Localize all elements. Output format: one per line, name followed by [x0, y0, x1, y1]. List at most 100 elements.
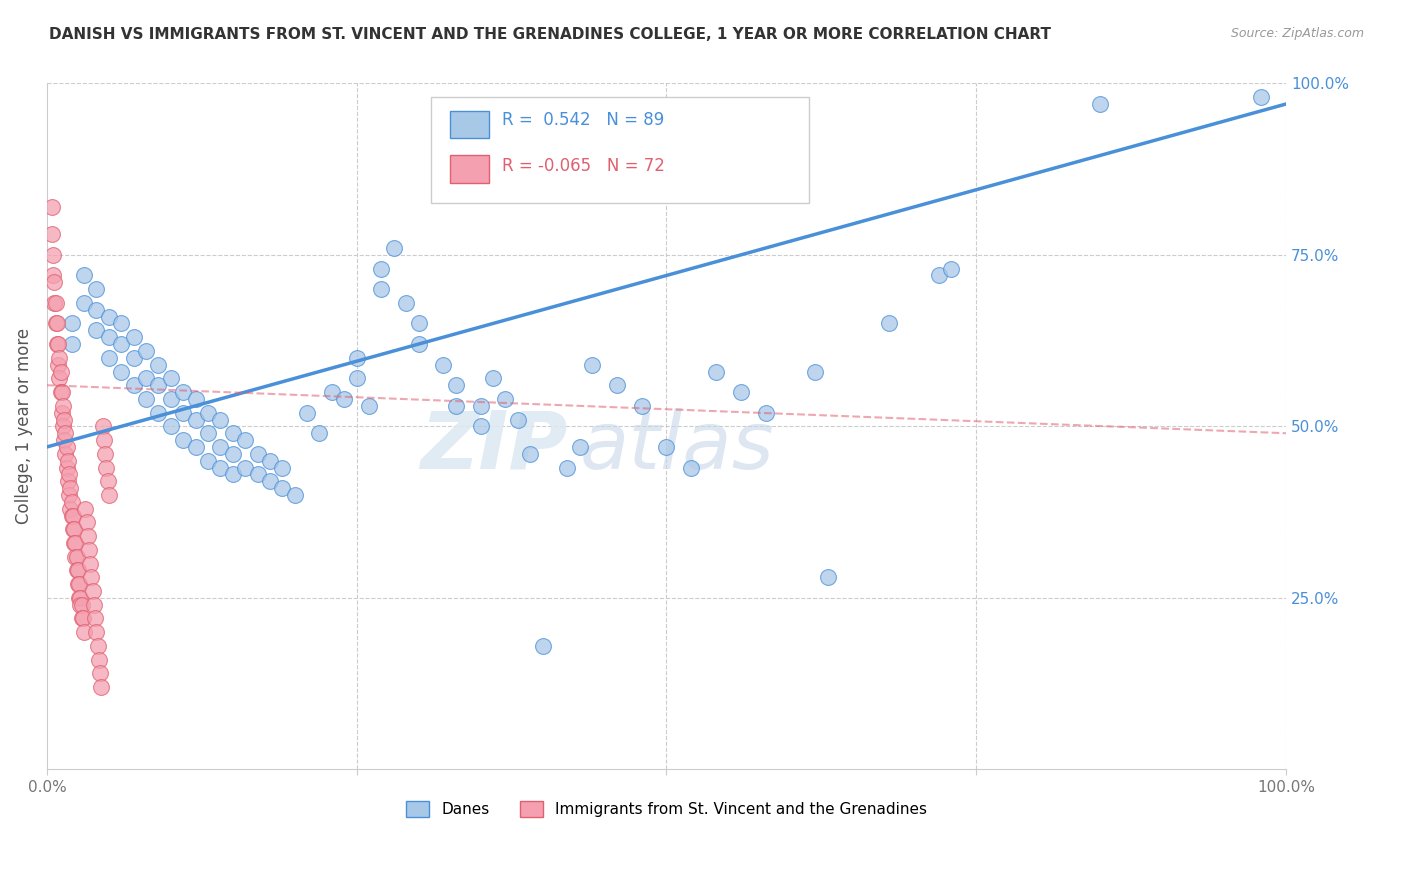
Point	[370, 282, 392, 296]
Point	[52, 399, 75, 413]
Point	[52, 419, 75, 434]
Point	[122, 378, 145, 392]
Point	[1088, 97, 1111, 112]
Text: ZIP: ZIP	[420, 408, 567, 486]
Point	[135, 343, 157, 358]
FancyBboxPatch shape	[432, 97, 808, 203]
Point	[60, 495, 83, 509]
Point	[73, 296, 96, 310]
Point	[44, 296, 66, 310]
Point	[89, 666, 111, 681]
Point	[444, 399, 467, 413]
Y-axis label: College, 1 year or more: College, 1 year or more	[15, 328, 32, 524]
Point	[184, 412, 207, 426]
Point	[76, 529, 98, 543]
Point	[73, 625, 96, 640]
Point	[53, 412, 76, 426]
Point	[76, 516, 98, 530]
Point	[395, 296, 418, 310]
Point	[49, 385, 72, 400]
Point	[346, 371, 368, 385]
Point	[879, 317, 901, 331]
Point	[94, 447, 117, 461]
Point	[44, 276, 66, 290]
Point	[382, 241, 405, 255]
Point	[444, 378, 467, 392]
Text: R =  0.542   N = 89: R = 0.542 N = 89	[502, 111, 664, 128]
Point	[110, 317, 132, 331]
Point	[568, 440, 591, 454]
Point	[606, 378, 628, 392]
Point	[46, 358, 69, 372]
Point	[93, 433, 115, 447]
Point	[55, 447, 77, 461]
Point	[41, 227, 63, 242]
Point	[159, 392, 181, 406]
Point	[59, 481, 82, 495]
Point	[58, 467, 80, 482]
Point	[184, 392, 207, 406]
Point	[86, 625, 108, 640]
Point	[65, 536, 87, 550]
Point	[817, 570, 839, 584]
Point	[804, 364, 827, 378]
Point	[65, 563, 87, 577]
Point	[209, 440, 232, 454]
Point	[333, 392, 356, 406]
Point	[63, 536, 86, 550]
Point	[86, 282, 108, 296]
Point	[55, 426, 77, 441]
Point	[246, 467, 269, 482]
Point	[73, 268, 96, 283]
Point	[86, 323, 108, 337]
Point	[122, 330, 145, 344]
Point	[122, 351, 145, 365]
Point	[148, 406, 170, 420]
Point	[581, 358, 603, 372]
Point	[46, 337, 69, 351]
Point	[408, 337, 430, 351]
Point	[59, 501, 82, 516]
Point	[87, 652, 110, 666]
Point	[110, 364, 132, 378]
Point	[48, 351, 70, 365]
FancyBboxPatch shape	[450, 155, 489, 183]
Point	[470, 399, 492, 413]
Point	[53, 433, 76, 447]
Point	[271, 460, 294, 475]
Point	[60, 317, 83, 331]
Point	[222, 426, 245, 441]
Point	[259, 453, 281, 467]
Point	[45, 317, 67, 331]
Point	[69, 598, 91, 612]
Point	[62, 508, 84, 523]
Point	[97, 310, 120, 324]
Point	[65, 549, 87, 564]
Point	[45, 317, 67, 331]
Point	[754, 406, 776, 420]
Point	[470, 419, 492, 434]
Point	[97, 351, 120, 365]
Point	[66, 563, 89, 577]
Point	[284, 488, 307, 502]
Point	[357, 399, 380, 413]
Point	[51, 385, 73, 400]
Point	[60, 337, 83, 351]
Point	[62, 522, 84, 536]
Point	[1250, 90, 1272, 104]
Point	[259, 475, 281, 489]
Point	[321, 385, 343, 400]
Point	[51, 406, 73, 420]
Point	[209, 412, 232, 426]
Point	[308, 426, 330, 441]
Point	[184, 440, 207, 454]
Point	[159, 371, 181, 385]
Point	[135, 371, 157, 385]
Point	[506, 412, 529, 426]
Point	[681, 460, 703, 475]
Point	[655, 440, 678, 454]
Point	[928, 268, 950, 283]
Point	[172, 406, 194, 420]
Point	[233, 460, 256, 475]
Point	[135, 392, 157, 406]
